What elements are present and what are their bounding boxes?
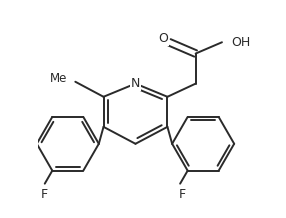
Text: F: F [41,188,48,201]
Text: F: F [178,188,186,201]
Text: OH: OH [231,36,250,49]
Text: Me: Me [49,72,67,85]
Text: O: O [159,32,169,45]
Text: N: N [131,77,140,90]
